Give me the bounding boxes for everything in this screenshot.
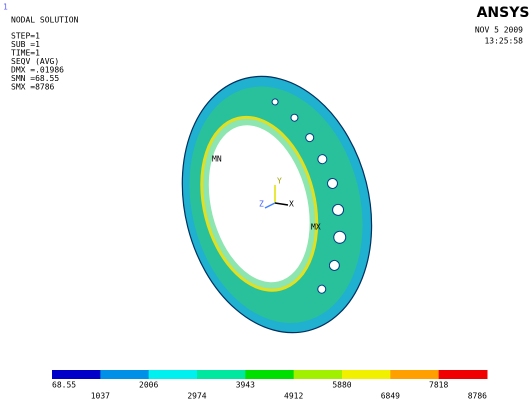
background (0, 0, 531, 401)
time: 13:25:58 (484, 37, 523, 46)
window-number: 1 (3, 3, 8, 12)
legend-label: 1037 (91, 392, 110, 401)
legend-label: 2006 (139, 381, 158, 390)
logo: ANSYS (477, 5, 530, 21)
date: NOV 5 2009 (475, 26, 523, 35)
legend-label: 4912 (284, 392, 303, 401)
legend-label: 8786 (468, 392, 487, 401)
legend-swatch (342, 370, 391, 379)
legend-swatch (245, 370, 294, 379)
legend-swatch (100, 370, 149, 379)
legend-swatch (149, 370, 198, 379)
triad-y-label: Y (277, 177, 282, 186)
max-marker: MX (311, 223, 321, 232)
legend-label: 6849 (381, 392, 400, 401)
legend-label: 7818 (429, 381, 448, 390)
legend-swatch (52, 370, 101, 379)
min-marker: MN (212, 155, 222, 164)
legend-label: 5880 (332, 381, 351, 390)
viewport: 1 NODAL SOLUTION STEP=1SUB =1TIME=1SEQV … (0, 0, 531, 401)
info-line: SMX =8786 (11, 83, 55, 92)
legend-swatch (390, 370, 439, 379)
legend-label: 2974 (187, 392, 206, 401)
legend-label: 68.55 (52, 381, 76, 390)
legend-swatch (439, 370, 488, 379)
triad-x-label: X (289, 200, 294, 209)
info-title: NODAL SOLUTION (11, 16, 79, 25)
legend-label: 3943 (236, 381, 255, 390)
triad-z-label: Z (259, 200, 264, 209)
legend-swatch (197, 370, 246, 379)
legend-swatch (294, 370, 343, 379)
